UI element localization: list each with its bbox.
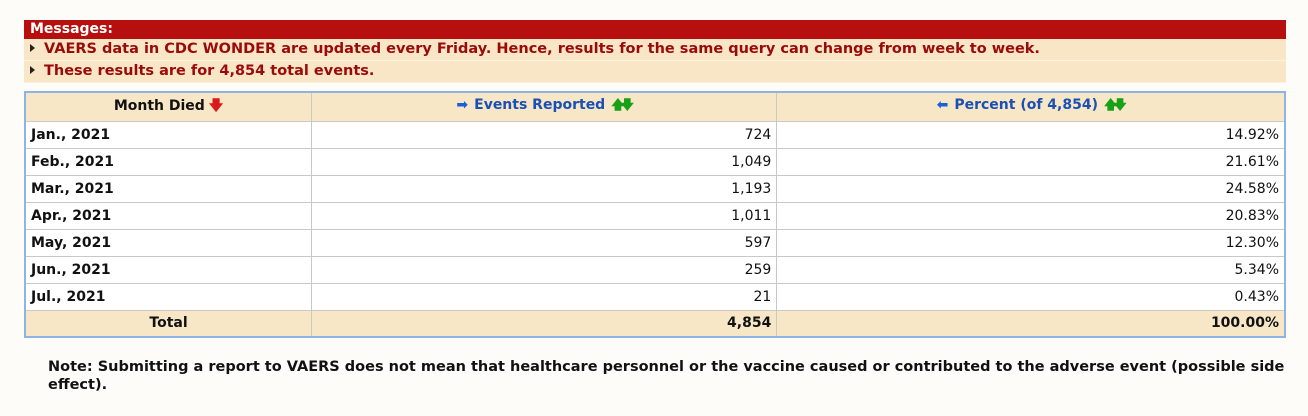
events-cell: 597 <box>311 228 778 257</box>
column-header-label: Percent (of 4,854) <box>954 96 1098 113</box>
month-cell: Apr., 2021 <box>24 201 313 230</box>
month-cell: Jan., 2021 <box>24 120 313 149</box>
total-events-cell: 4,854 <box>311 309 778 338</box>
table-row: Jan., 2021 724 14.92% <box>24 120 1286 149</box>
table-row: Jun., 2021 259 5.34% <box>24 255 1286 284</box>
percent-cell: 24.58% <box>776 174 1286 203</box>
events-cell: 724 <box>311 120 778 149</box>
events-cell: 1,049 <box>311 147 778 176</box>
month-cell: May, 2021 <box>24 228 313 257</box>
message-text: VAERS data in CDC WONDER are updated eve… <box>44 41 1040 57</box>
sort-ascending-green-arrow-icon[interactable]: 🡅 <box>611 97 624 113</box>
footnote: Note: Submitting a report to VAERS does … <box>48 359 1285 393</box>
messages-header: Messages: <box>24 20 1286 39</box>
events-cell: 259 <box>311 255 778 284</box>
percent-cell: 0.43% <box>776 282 1286 311</box>
table-header-row: Month Died 🡇 ➡ Events Reported 🡅🡇 ⬅ Percent … <box>24 91 1286 122</box>
table-row: Jul., 2021 21 0.43% <box>24 282 1286 311</box>
results-table: Month Died 🡇 ➡ Events Reported 🡅🡇 ⬅ Percent … <box>24 91 1286 338</box>
percent-cell: 14.92% <box>776 120 1286 149</box>
message-line: These results are for 4,854 total events… <box>24 61 1286 83</box>
move-right-arrow-icon[interactable]: ➡ <box>456 96 469 113</box>
messages-panel: Messages: VAERS data in CDC WONDER are u… <box>24 20 1286 83</box>
message-text: These results are for 4,854 total events… <box>44 63 375 79</box>
column-header-month: Month Died 🡇 <box>24 91 313 122</box>
column-header-label: Month Died <box>113 97 205 114</box>
events-cell: 1,011 <box>311 201 778 230</box>
sort-descending-red-arrow-icon[interactable]: 🡇 <box>208 97 224 114</box>
table-row: Feb., 2021 1,049 21.61% <box>24 147 1286 176</box>
sort-descending-green-arrow-icon[interactable]: 🡇 <box>620 97 634 113</box>
bullet-triangle-icon <box>30 44 35 52</box>
percent-cell: 5.34% <box>776 255 1286 284</box>
table-row: Apr., 2021 1,011 20.83% <box>24 201 1286 230</box>
column-header-label: Events Reported <box>474 96 606 113</box>
table-row: May, 2021 597 12.30% <box>24 228 1286 257</box>
sort-descending-green-arrow-icon[interactable]: 🡇 <box>1113 97 1126 113</box>
month-cell: Jun., 2021 <box>24 255 313 284</box>
move-left-arrow-icon[interactable]: ⬅ <box>936 96 949 113</box>
bullet-triangle-icon <box>30 66 35 74</box>
percent-cell: 20.83% <box>776 201 1286 230</box>
total-label-cell: Total <box>24 309 313 338</box>
sort-ascending-green-arrow-icon[interactable]: 🡅 <box>1103 97 1117 113</box>
message-line: VAERS data in CDC WONDER are updated eve… <box>24 39 1286 61</box>
table-row: Mar., 2021 1,193 24.58% <box>24 174 1286 203</box>
month-cell: Feb., 2021 <box>24 147 313 176</box>
total-percent-cell: 100.00% <box>776 309 1286 338</box>
month-cell: Jul., 2021 <box>24 282 313 311</box>
percent-cell: 12.30% <box>776 228 1286 257</box>
total-row: Total 4,854 100.00% <box>24 309 1286 338</box>
events-cell: 21 <box>311 282 778 311</box>
month-cell: Mar., 2021 <box>24 174 313 203</box>
events-cell: 1,193 <box>311 174 778 203</box>
column-header-percent: ⬅ Percent (of 4,854) 🡅🡇 <box>776 91 1286 122</box>
percent-cell: 21.61% <box>776 147 1286 176</box>
column-header-events: ➡ Events Reported 🡅🡇 <box>311 91 778 122</box>
